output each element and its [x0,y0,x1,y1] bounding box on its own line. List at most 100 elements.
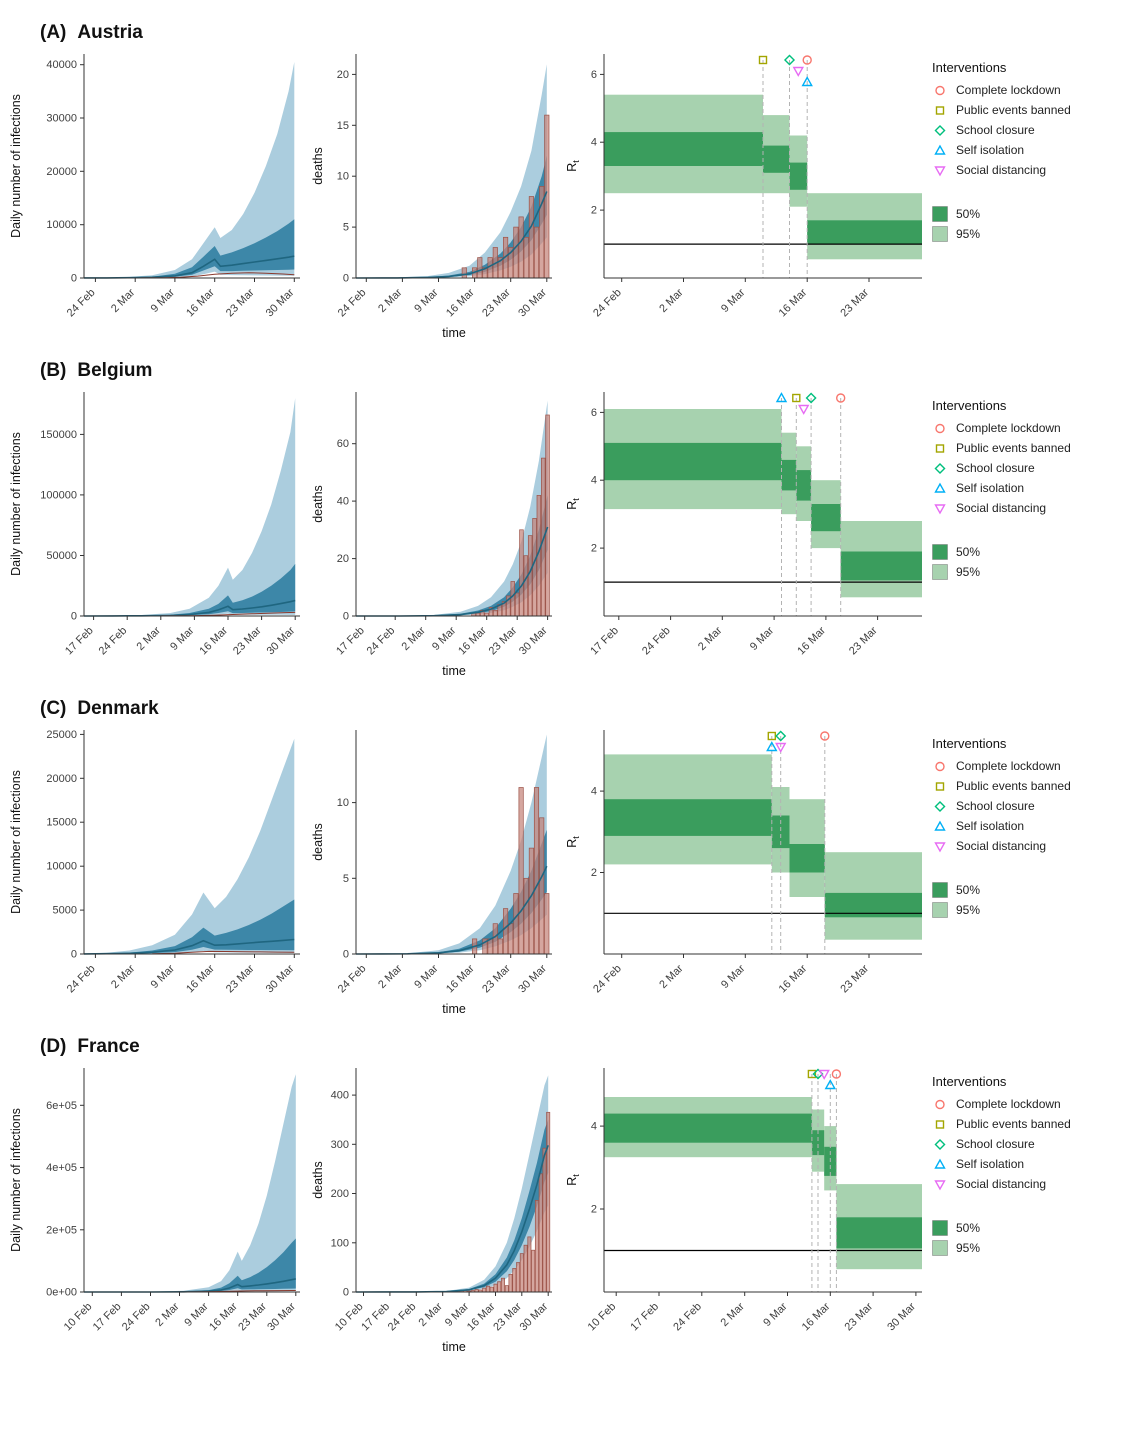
country-name: Denmark [77,698,159,719]
y-tick-label: 15000 [46,817,77,829]
legend-item: School closure [932,122,1118,138]
x-tick-label: 30 Mar [516,962,549,995]
triangle-down-marker-icon [798,404,810,415]
x-tick-label: 24 Feb [97,625,130,658]
charts-row: 0 10000 20000 30000 40000 24 Feb 2 Mar 9 Mar 16 … [6,44,1146,342]
square-marker-icon [792,393,801,403]
x-tick-label: 23 Mar [480,286,513,319]
x-tick-label: 23 Mar [847,624,880,657]
triangle-up-icon [934,482,946,493]
x-tick-label: 24 Feb [120,1301,153,1334]
legend-item-label: Public events banned [956,441,1071,455]
legend-item: Self isolation [932,142,1118,158]
y-tick-label: 0 [71,949,77,961]
y-tick-label: 100 [331,1237,349,1249]
x-tick-label: 16 Mar [800,1300,833,1333]
x-tick-label: 2 Mar [416,1300,445,1329]
x-tick-label: 24 Feb [386,1301,419,1334]
triangle-down-marker-icon [775,742,787,753]
x-tick-label: 16 Mar [197,624,230,657]
y-tick-label: 25000 [46,729,77,741]
legend-item-label: Complete lockdown [956,759,1061,773]
y-axis-title: deaths [311,147,325,185]
x-tick-label: 30 Mar [264,286,297,319]
deaths-bar [531,1249,536,1293]
ci-legend-label: 95% [956,565,981,579]
deaths-bar [519,1253,524,1293]
y-tick-label: 30000 [46,113,77,125]
x-tick-label: 10 Feb [586,1301,619,1334]
diamond-marker-icon [934,462,946,475]
y-tick-label: 40 [337,496,349,508]
deaths-bar [485,1285,490,1293]
rt-50-band [604,799,772,836]
deaths-bar [518,216,524,279]
legend-item: Public events banned [932,1116,1118,1132]
x-tick-label: 24 Feb [671,1301,704,1334]
y-tick-label: 300 [331,1139,349,1151]
legend-item-label: Public events banned [956,103,1071,117]
diamond-marker-icon [783,54,796,66]
deaths-bar [501,1277,505,1293]
x-tick-label: 23 Mar [236,1300,269,1333]
x-tick-label: 30 Mar [518,1300,551,1333]
deaths-bar [533,226,540,279]
x-tick-label: 2 Mar [376,286,405,315]
x-tick-label: 16 Mar [795,624,828,657]
deaths-bar [508,923,514,955]
legend-item: Social distancing [932,162,1118,178]
ci-band [84,899,295,954]
y-tick-label: 20 [337,553,349,565]
rt-legend: Interventions Complete lockdown Public eve… [932,398,1118,584]
square-icon [935,444,945,453]
rt-50-band [840,551,922,581]
y-tick-label: 4e+05 [46,1162,77,1174]
ci-band [84,563,296,616]
rt-50-band [811,1130,825,1156]
row-title: (A) Austria [40,22,1146,44]
rt-legend: Interventions Complete lockdown Public eve… [932,1074,1118,1260]
legend-item-label: Self isolation [956,143,1025,157]
y-tick-label: 10000 [46,861,77,873]
diamond-marker-icon [775,730,787,742]
x-tick-label: 17 Feb [91,1301,124,1334]
x-tick-label: 16 Mar [184,286,217,319]
x-tick-label: 24 Feb [336,963,369,996]
square-marker-icon [935,106,945,115]
x-tick-label: 23 Mar [224,286,257,319]
ci-legend-label: 50% [956,545,981,559]
triangle-down-icon [934,1180,946,1191]
x-tick-label: 30 Mar [517,624,550,657]
x-tick-label: 23 Mar [231,624,264,657]
legend-item-label: School closure [956,799,1035,813]
y-tick-label: 2 [591,543,597,555]
y-axis-title: Daily number of infections [9,770,23,914]
deaths-bar [497,1281,502,1293]
deaths-bar [528,196,534,279]
ci-legend-item: 50% [932,206,1118,222]
diamond-marker-icon [805,392,817,404]
ci-legend: 50% 95% [932,206,1118,242]
x-tick-label: 2 Mar [376,962,405,991]
deaths-bar [542,1147,547,1293]
square-marker-icon [935,444,945,453]
triangle-down-marker-icon [934,166,946,177]
deaths-bar [461,267,467,279]
legend-item: Public events banned [932,778,1118,794]
ci-swatch-icon [932,1240,948,1256]
ci-legend-label: 95% [956,227,981,241]
legend-item: School closure [932,460,1118,476]
median-line [83,938,295,955]
deaths-chart: 0 5 10 15 20 24 Feb 2 Mar 9 Mar 16 Mar 23 Mar 30 M… [311,54,552,340]
legend-item: Complete lockdown [932,758,1118,774]
deaths-bar [512,1268,517,1293]
x-axis-title: time [442,1002,466,1016]
x-tick-label: 30 Mar [885,1300,918,1333]
legend-item-label: Social distancing [956,501,1047,515]
y-tick-label: 10 [337,797,349,809]
legend-item-label: Social distancing [956,163,1047,177]
row-title: (C) Denmark [40,698,1146,720]
x-tick-label: 2 Mar [657,962,686,991]
observed-line [152,950,295,955]
